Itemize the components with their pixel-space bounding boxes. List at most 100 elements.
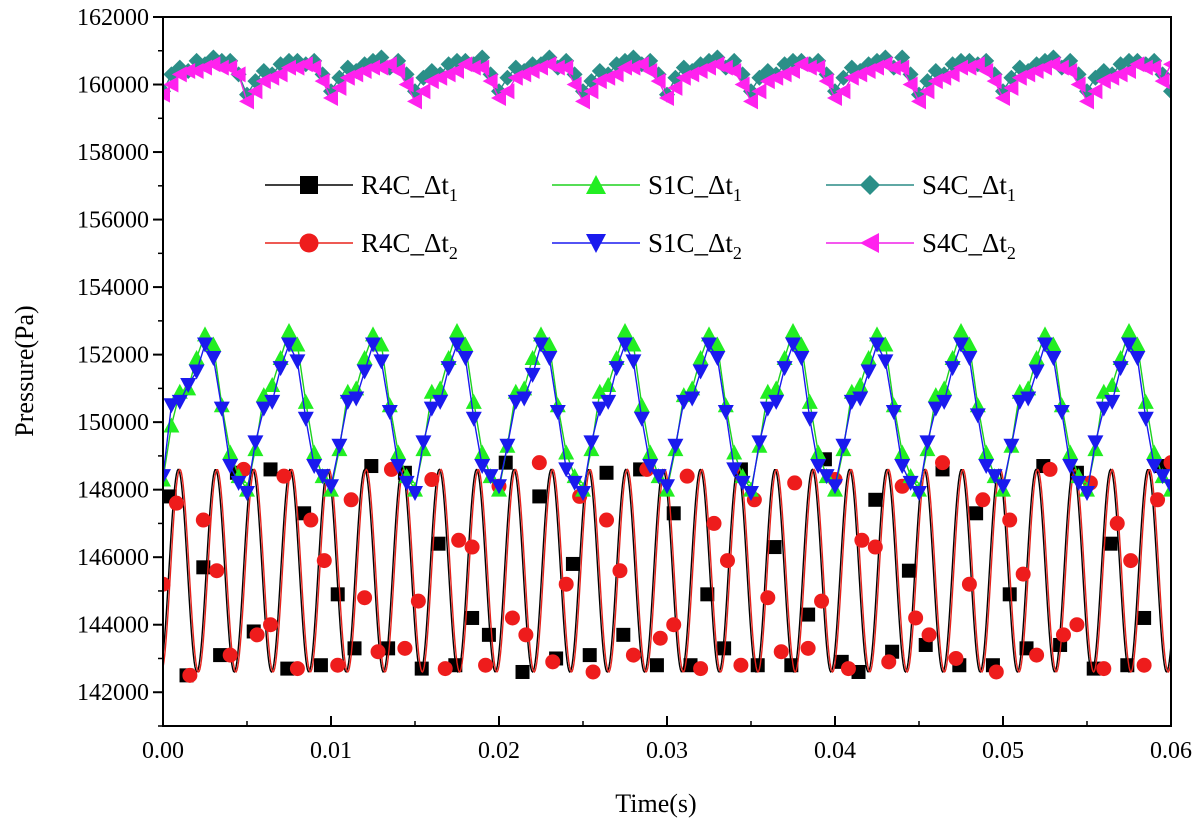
x-tick-label: 0.06 xyxy=(1150,738,1192,764)
data-point-r4c-t1 xyxy=(649,658,664,673)
y-tick-label: 162000 xyxy=(77,5,149,31)
data-point-s1c-t2 xyxy=(264,394,281,410)
data-point-s4c-t2 xyxy=(1121,63,1136,80)
legend-item-s1c-t2: S1C_Δt2 xyxy=(552,228,742,263)
data-point-s1c-t2 xyxy=(843,394,860,410)
data-point-s4c-t2 xyxy=(969,56,985,73)
data-point-r4c-t2 xyxy=(1096,661,1112,677)
data-point-s4c-t2 xyxy=(633,56,649,73)
data-point-s4c-t2 xyxy=(1087,83,1103,100)
data-point-s1c-t2 xyxy=(449,337,465,353)
data-point-r4c-t2 xyxy=(961,576,977,592)
y-tick-label: 148000 xyxy=(77,478,149,504)
data-point-r4c-t2 xyxy=(357,590,373,606)
data-point-s4c-t2 xyxy=(323,90,338,107)
data-point-s1c-t2 xyxy=(297,411,314,427)
data-point-s1c-t2 xyxy=(440,361,457,377)
legend-item-s4c-t2: S4C_Δt2 xyxy=(826,228,1016,263)
data-point-s4c-t2 xyxy=(1070,76,1086,93)
data-point-s1c-t2 xyxy=(801,411,818,427)
data-point-s4c-t2 xyxy=(1079,93,1094,110)
data-point-s1c-t2 xyxy=(1146,459,1163,475)
data-point-r4c-t2 xyxy=(222,647,238,663)
data-point-s4c-t2 xyxy=(995,90,1010,107)
legend-marker xyxy=(860,175,880,195)
data-point-s1c-t1 xyxy=(1028,349,1045,365)
data-point-s4c-t2 xyxy=(306,59,322,76)
data-point-s1c-t2 xyxy=(717,405,734,421)
data-point-r4c-t1 xyxy=(532,489,547,504)
data-point-r4c-t1 xyxy=(414,661,429,676)
data-point-s1c-t2 xyxy=(701,337,717,353)
data-point-s1c-t2 xyxy=(222,459,239,475)
data-point-r4c-t1 xyxy=(515,664,530,679)
data-point-s1c-t2 xyxy=(734,475,751,491)
data-point-s1c-t2 xyxy=(415,435,432,451)
data-point-s1c-t2 xyxy=(1003,438,1020,454)
legend-label: S4C_Δt2 xyxy=(922,228,1016,263)
data-point-s1c-t2 xyxy=(289,354,306,370)
data-point-s1c-t1 xyxy=(617,322,633,338)
data-point-s1c-t2 xyxy=(759,401,776,417)
data-point-s4c-t2 xyxy=(365,59,380,76)
data-point-s1c-t2 xyxy=(558,462,575,478)
data-point-s1c-t2 xyxy=(1079,486,1095,502)
data-point-s4c-t2 xyxy=(575,93,590,110)
data-point-s4c-t2 xyxy=(491,90,506,107)
data-point-s1c-t2 xyxy=(306,459,323,475)
data-point-s1c-t1 xyxy=(810,444,827,460)
series-layer xyxy=(163,49,1171,683)
data-point-s1c-t1 xyxy=(768,380,785,396)
data-point-s4c-t1 xyxy=(499,69,516,86)
legend-marker xyxy=(586,234,606,253)
data-point-s4c-t2 xyxy=(407,93,422,110)
data-point-s4c-t2 xyxy=(558,59,574,76)
data-point-r4c-t1 xyxy=(1002,587,1017,602)
data-point-s1c-t2 xyxy=(869,337,885,353)
data-point-r4c-t2 xyxy=(693,661,709,677)
data-point-s1c-t2 xyxy=(625,354,642,370)
data-point-s4c-t2 xyxy=(272,66,288,83)
data-point-s1c-t2 xyxy=(743,486,759,502)
data-point-s1c-t2 xyxy=(255,401,272,417)
data-point-r4c-t2 xyxy=(289,661,305,677)
data-point-s1c-t2 xyxy=(1087,435,1104,451)
data-point-r4c-t2 xyxy=(585,664,601,680)
data-point-s4c-t2 xyxy=(617,59,632,76)
legend-marker xyxy=(300,176,318,194)
data-point-r4c-t2 xyxy=(343,492,359,508)
data-point-s1c-t2 xyxy=(953,337,969,353)
data-point-s4c-t2 xyxy=(835,83,851,100)
data-point-s1c-t2 xyxy=(1163,479,1171,495)
legend-item-s4c-t1: S4C_Δt1 xyxy=(826,170,1016,205)
data-point-r4c-t1 xyxy=(196,560,211,575)
data-point-s1c-t2 xyxy=(566,475,583,491)
data-point-s1c-t2 xyxy=(1070,475,1087,491)
data-point-s1c-t1 xyxy=(432,380,449,396)
data-point-s1c-t2 xyxy=(692,364,709,380)
data-point-r4c-t1 xyxy=(767,540,782,555)
data-point-s4c-t2 xyxy=(801,59,817,76)
data-point-s1c-t2 xyxy=(617,337,633,353)
data-point-s1c-t1 xyxy=(1129,336,1146,352)
data-point-r4c-t2 xyxy=(1109,515,1125,531)
data-point-s1c-t2 xyxy=(1028,364,1045,380)
data-point-s1c-t2 xyxy=(986,469,1003,485)
data-point-s4c-t2 xyxy=(566,76,582,93)
data-point-s1c-t2 xyxy=(776,361,793,377)
data-point-r4c-t2 xyxy=(975,492,991,508)
data-point-s1c-t1 xyxy=(625,336,642,352)
data-point-s1c-t2 xyxy=(1154,469,1171,485)
data-point-r4c-t1 xyxy=(1120,658,1135,673)
data-point-s1c-t1 xyxy=(205,336,222,352)
data-point-s1c-t1 xyxy=(894,444,911,460)
data-point-s1c-t2 xyxy=(533,337,549,353)
data-point-r4c-t1 xyxy=(784,658,799,673)
data-point-s1c-t2 xyxy=(314,469,331,485)
data-point-s1c-t2 xyxy=(675,394,692,410)
data-point-s1c-t2 xyxy=(818,469,835,485)
legend-label: S1C_Δt2 xyxy=(648,228,742,263)
data-point-s1c-t2 xyxy=(1104,394,1121,410)
data-point-s1c-t2 xyxy=(860,364,877,380)
data-point-r4c-t2 xyxy=(854,532,870,548)
